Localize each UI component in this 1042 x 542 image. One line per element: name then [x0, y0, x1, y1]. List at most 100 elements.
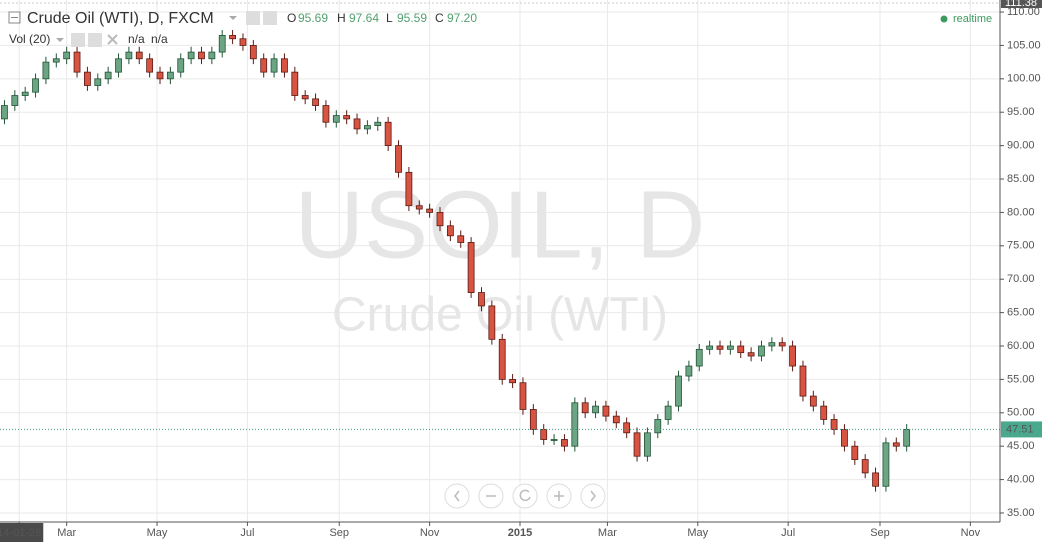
candle-body — [726, 345, 734, 350]
candle-body — [115, 58, 122, 73]
x-tick-label: Jul — [240, 527, 254, 539]
candle-body — [830, 419, 838, 430]
candle-body — [529, 409, 537, 430]
candle-body — [903, 429, 911, 447]
candle-body — [208, 51, 216, 60]
y-tick-label: 50.00 — [1007, 407, 1035, 419]
candle-body — [664, 405, 672, 420]
candle-body — [841, 429, 848, 447]
candle-body — [861, 459, 869, 474]
candle-body — [42, 61, 50, 80]
candle-body — [384, 121, 392, 147]
candle-body — [94, 78, 102, 86]
axes: 35.00 40.00 45.00 50.00 55.00 60.00 65.00 70.00… — [0, 6, 1042, 542]
navigation — [444, 483, 606, 509]
scroll-right-button[interactable] — [580, 483, 606, 509]
top-price-box — [1001, 0, 1042, 8]
y-tick-label: 105.00 — [1007, 39, 1041, 51]
candle-body — [125, 51, 133, 60]
candle-body — [509, 378, 516, 384]
reset-button[interactable] — [512, 483, 538, 509]
candle-body — [156, 71, 164, 80]
high-label: H — [337, 11, 346, 25]
candle-body — [239, 38, 247, 46]
candle-body — [675, 375, 682, 407]
watermark-name: Crude Oil (WTI) — [332, 289, 668, 342]
candle-body — [498, 338, 506, 380]
y-tick-label: 100.00 — [1007, 73, 1041, 85]
scroll-left-button[interactable] — [444, 483, 470, 509]
volume-value: n/a — [128, 32, 145, 46]
candle-body — [353, 118, 361, 130]
candle-body — [104, 71, 112, 80]
volume-menu[interactable] — [56, 38, 64, 42]
candle-body — [218, 35, 226, 53]
y-tick-label: 55.00 — [1007, 373, 1035, 385]
high-value: 97.64 — [349, 11, 379, 25]
volume-settings[interactable] — [88, 33, 102, 47]
x-tick-label: Sep — [870, 527, 890, 539]
settings-icon[interactable] — [246, 11, 260, 25]
x-tick-label: Mar — [57, 527, 76, 539]
y-tick-label: 65.00 — [1007, 307, 1035, 319]
candle-body — [21, 91, 29, 96]
candle-body — [789, 345, 796, 367]
volume-eye[interactable] — [71, 33, 85, 47]
candle-body — [623, 422, 631, 434]
candle-body — [706, 345, 714, 350]
y-tick-label: 60.00 — [1007, 340, 1035, 352]
candle-body — [540, 429, 548, 440]
candle-body — [405, 171, 413, 207]
candle-body — [519, 382, 527, 410]
source-icon[interactable] — [263, 11, 277, 25]
candle-body — [343, 115, 351, 120]
candle-body — [166, 71, 174, 80]
x-tick-label: Mar — [598, 527, 617, 539]
candle-body — [364, 125, 371, 130]
candle-body — [892, 442, 900, 447]
candle-body — [612, 415, 620, 424]
candle-body — [249, 45, 257, 60]
y-tick-label: 70.00 — [1007, 273, 1035, 285]
candle-body — [602, 405, 610, 417]
y-tick-label: 110.00 — [1007, 6, 1040, 18]
open-value: 95.69 — [298, 11, 328, 25]
open-label: O — [287, 11, 296, 25]
navigation-icons — [454, 489, 596, 502]
candle-body — [467, 242, 475, 293]
candle-body — [851, 445, 859, 460]
candle-body — [177, 58, 185, 73]
candle-body — [654, 419, 662, 434]
candle-body — [550, 439, 558, 441]
y-tick-label: 85.00 — [1007, 173, 1035, 185]
candle-body — [312, 98, 319, 106]
candle-body — [457, 235, 465, 243]
candle-body — [301, 95, 309, 100]
x-tick-label: May — [687, 527, 708, 539]
candle-body — [146, 58, 154, 73]
candle-body — [737, 345, 745, 354]
collapse-icon[interactable] — [8, 11, 21, 24]
candle-body — [633, 432, 641, 457]
candle-body — [415, 205, 423, 210]
low-label: L — [386, 11, 393, 25]
last-price-box — [1001, 421, 1042, 438]
volume-remove[interactable] — [107, 34, 118, 45]
x-tick-label: Sep — [329, 527, 349, 539]
candle-body — [270, 58, 278, 73]
symbol-menu[interactable] — [229, 16, 237, 20]
y-tick-label: 95.00 — [1007, 106, 1035, 118]
candle-body — [716, 345, 724, 350]
candle-body — [872, 472, 879, 487]
top-price-label: 111.38 — [1005, 0, 1037, 9]
candle-body — [799, 365, 807, 397]
candle-body — [187, 51, 195, 60]
candle-body — [747, 352, 755, 357]
close-label: C — [435, 11, 444, 25]
candle-body — [63, 51, 71, 60]
last-price-label: 47.51 — [1006, 423, 1034, 435]
candle-body — [135, 51, 143, 60]
plot — [0, 30, 1000, 492]
